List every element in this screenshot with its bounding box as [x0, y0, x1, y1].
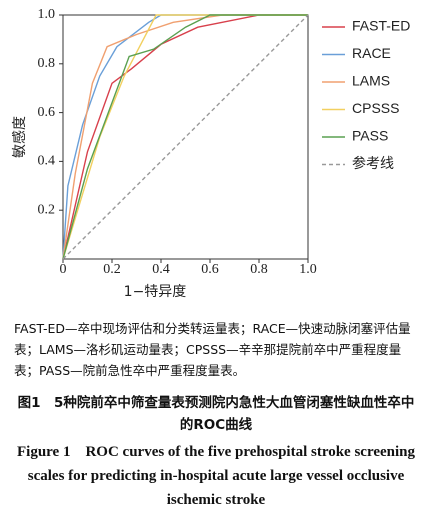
x-tick-label: 0.6 [201, 262, 219, 277]
y-tick-label: 0.4 [38, 154, 56, 169]
roc-curve [62, 14, 308, 260]
x-tick-label: 0 [60, 262, 67, 277]
y-tick-label: 0.8 [38, 56, 56, 71]
chart: 1−特异度 敏感度 0 0.2 0.4 0.6 0.8 1.0 0.2 0.4 0.6 0.8 1.… [11, 7, 410, 300]
x-tick-label: 1.0 [299, 262, 317, 277]
y-axis-label: 敏感度 [11, 116, 28, 158]
roc-curve [62, 14, 308, 260]
y-tick-label: 1.0 [38, 7, 56, 22]
legend-label: RACE [352, 45, 391, 61]
legend-label: FAST-ED [352, 18, 410, 34]
y-tick-label: 0.2 [38, 202, 56, 217]
x-tick-label: 0.2 [103, 262, 121, 277]
figure-notes: FAST-ED—卒中现场评估和分类转运量表；RACE—快速动脉闭塞评估量表；LA… [14, 321, 411, 378]
figure-title-en: Figure 1 ROC curves of the five prehospi… [16, 444, 416, 508]
x-tick-label: 0.4 [152, 262, 170, 277]
legend-label: CPSSS [352, 100, 399, 116]
x-axis-label: 1−特异度 [124, 284, 187, 300]
roc-curve [62, 14, 308, 260]
legend-label: PASS [352, 128, 388, 144]
figure-title-cn: 图1 5种院前卒中筛查量表预测院内急性大血管闭塞性缺血性卒中的ROC曲线 [17, 395, 415, 433]
x-tick-label: 0.8 [250, 262, 268, 277]
roc-curve [62, 14, 309, 260]
y-tick-label: 0.6 [38, 105, 56, 120]
roc-curve [62, 14, 308, 260]
legend-label: 参考线 [352, 155, 394, 171]
roc-curve [62, 14, 308, 260]
legend-label: LAMS [352, 73, 390, 89]
